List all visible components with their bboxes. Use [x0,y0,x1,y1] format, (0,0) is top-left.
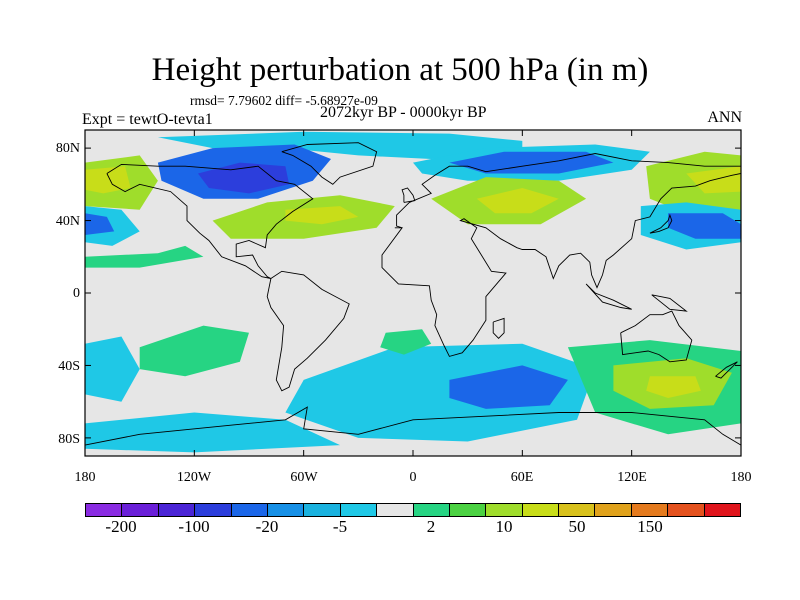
stats-text: rmsd= 7.79602 diff= -5.68927e-09 [190,93,378,108]
field-region-7 [646,151,741,214]
lat-label-40s: 40S [58,359,80,374]
colorbar-label-50: 50 [568,517,586,536]
field-region-2 [198,162,290,194]
field-region-18 [139,325,249,377]
coastline-antarctica [84,406,742,446]
colorbar-swatch-17 [704,504,741,516]
coastline-new-guinea [651,294,688,312]
colorbar-label-minus200: -200 [105,517,137,536]
coastline-madagascar [492,317,505,339]
colorbar-swatch-0 [86,504,123,516]
field-region-12 [476,188,559,214]
field-region-6 [85,166,131,194]
lon-label-60e: 60E [510,470,534,485]
colorbar-swatch-7 [340,504,378,516]
lat-label-40n: 40N [55,214,80,229]
field-region-19 [85,336,140,402]
colorbar-swatch-9 [413,504,450,516]
colorbar-label-minus100: -100 [178,517,210,536]
coastlines [84,142,742,446]
colorbar [85,503,741,517]
colorbar-label-minus5: -5 [332,517,348,536]
lon-label-0: 0 [409,470,417,485]
field-region-21 [449,365,568,409]
field-region-14 [668,213,741,239]
colorbar-swatch-10 [449,504,487,516]
season-text: ANN [707,109,742,126]
colorbar-label-2: 2 [426,517,436,536]
coastline-greenland [281,142,378,185]
colorbar-swatch-3 [195,504,232,516]
colorbar-swatch-11 [486,504,523,516]
field-region-17 [85,245,204,268]
colorbar-swatch-8 [377,504,414,516]
field-region-24 [646,376,701,398]
period-text: 2072kyr BP - 0000kyr BP [320,104,487,121]
coastline-eurasia-africa [381,153,742,357]
coastline-australia [620,310,693,363]
field-region-0 [157,131,523,159]
colorbar-label-150: 150 [637,517,663,536]
lon-label-120w: 120W [176,470,212,485]
colorbar-swatch-13 [559,504,596,516]
colorbar-swatch-4 [231,504,268,516]
colorbar-label-minus20: -20 [255,517,279,536]
colorbar-swatch-14 [595,504,632,516]
lat-label-80s: 80S [58,432,80,447]
colorbar-swatch-15 [631,504,669,516]
colorbar-swatch-16 [668,504,705,516]
lon-label-120e: 120E [617,470,647,485]
colorbar-swatch-6 [304,504,341,516]
map-fields [85,131,741,453]
field-region-26 [380,329,432,355]
colorbar-label-10: 10 [495,517,513,536]
field-region-16 [85,213,115,235]
axis-ticks [84,130,742,456]
coastline-north-america [106,163,314,279]
field-region-4 [449,151,614,174]
field-region-25 [85,412,341,453]
coastline-indonesia [585,283,632,310]
lon-label-60w: 60W [290,470,318,485]
lat-label-eq: 0 [73,286,80,301]
colorbar-swatch-1 [122,504,159,516]
field-region-10 [285,206,359,225]
lon-label-180e: 180 [730,470,752,485]
lon-label-180w: 180 [74,470,96,485]
coastline-south-america [266,270,350,392]
coastline-new-zealand [715,361,738,379]
coastline-uk [401,187,416,203]
colorbar-swatch-5 [267,504,305,516]
lat-label-80n: 80N [55,141,80,156]
map-title: Height perturbation at 500 hPa (in m) [151,52,649,88]
colorbar-swatch-2 [158,504,196,516]
colorbar-swatch-12 [522,504,560,516]
coastline-japan [649,213,673,234]
experiment-text: Expt = tewtO-tevta1 [82,111,213,128]
